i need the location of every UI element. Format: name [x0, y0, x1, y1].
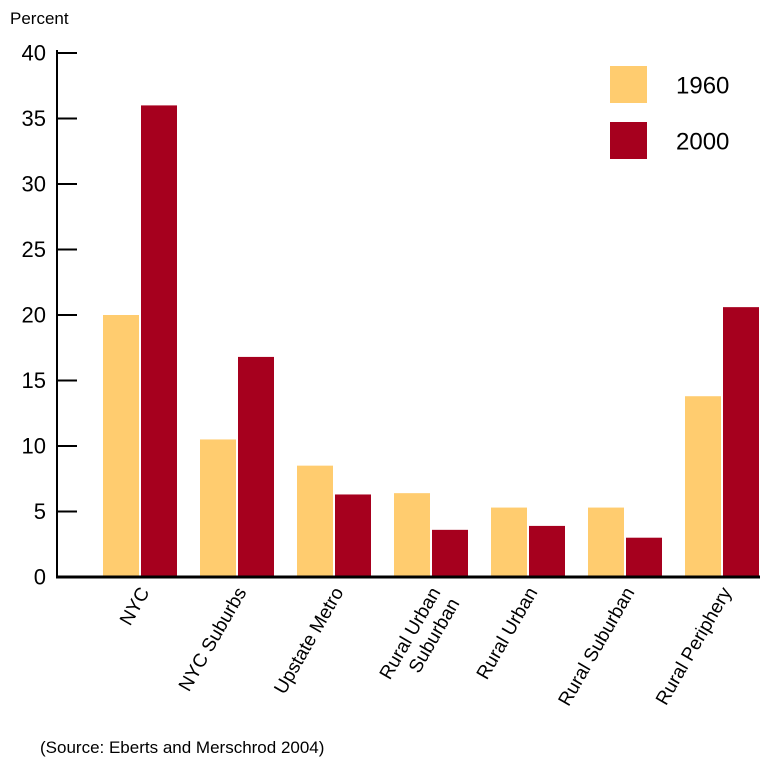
legend: 1960 2000 — [610, 66, 729, 159]
y-axis-ticks: 0 5 10 15 20 25 30 35 40 — [22, 41, 77, 590]
y-tick-label: 5 — [34, 499, 46, 524]
bar-2000 — [432, 529, 468, 577]
x-axis-labels: NYC NYC Suburbs Upstate Metro Rural UrbanSu… — [116, 584, 736, 710]
bar-2000 — [141, 105, 177, 578]
x-category-label: NYC — [116, 584, 154, 629]
legend-label-1960: 1960 — [676, 73, 729, 100]
y-tick-label: 35 — [22, 106, 46, 131]
y-tick-label: 25 — [22, 237, 46, 262]
x-category-label: Rural Periphery — [652, 584, 736, 709]
y-tick-label: 10 — [22, 434, 46, 459]
x-category-label: Upstate Metro — [270, 584, 348, 698]
legend-swatch-1960 — [610, 66, 647, 103]
legend-swatch-2000 — [610, 122, 647, 159]
bars — [103, 105, 759, 578]
x-category-label: NYC Suburbs — [175, 584, 251, 695]
x-category-label: Rural UrbanSuburban — [376, 584, 464, 694]
bar-2000 — [626, 537, 662, 577]
bar-1960 — [685, 396, 721, 577]
bar-1960 — [297, 465, 333, 577]
bar-2000 — [335, 494, 371, 577]
y-tick-label: 20 — [22, 303, 46, 328]
bar-1960 — [491, 507, 527, 577]
bar-2000 — [529, 525, 565, 577]
y-axis-title: Percent — [10, 9, 69, 28]
source-note: (Source: Eberts and Merschrod 2004) — [40, 738, 325, 757]
x-category-label: Rural Urban — [473, 584, 542, 683]
y-tick-label: 0 — [34, 565, 46, 590]
x-category-label: Rural Suburban — [555, 584, 640, 710]
bar-1960 — [103, 315, 139, 577]
y-tick-label: 30 — [22, 172, 46, 197]
bar-1960 — [200, 439, 236, 577]
y-tick-label: 40 — [22, 41, 46, 66]
legend-label-2000: 2000 — [676, 129, 729, 156]
bar-2000 — [238, 356, 274, 577]
bar-1960 — [394, 493, 430, 577]
bar-1960 — [588, 507, 624, 577]
bar-2000 — [723, 307, 759, 577]
y-tick-label: 15 — [22, 368, 46, 393]
